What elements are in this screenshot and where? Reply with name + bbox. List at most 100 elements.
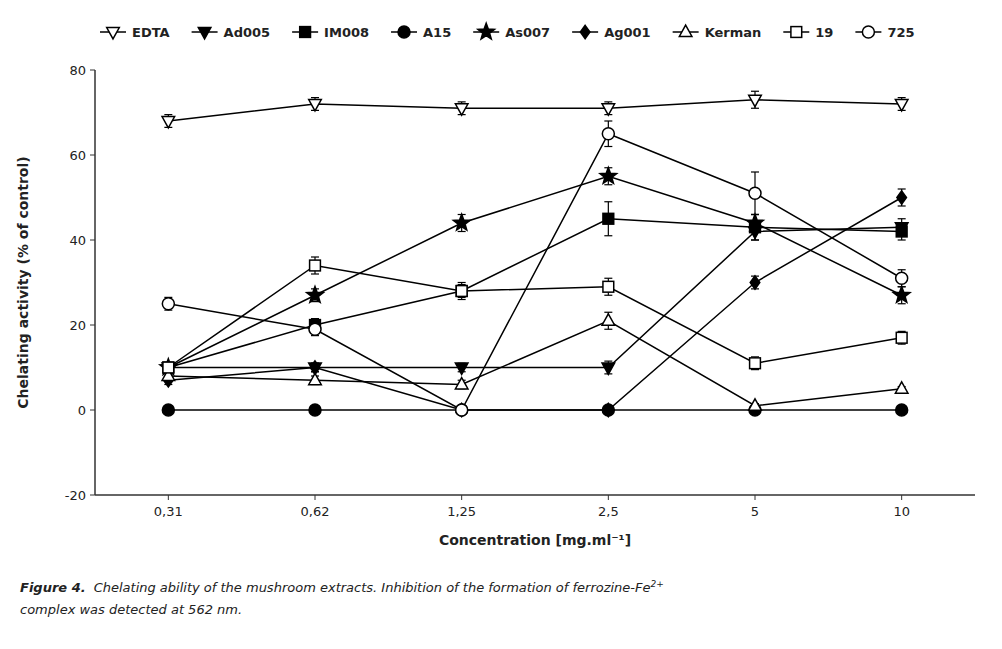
- error-cap: [604, 329, 612, 330]
- series-line: [168, 198, 901, 411]
- y-tick-label: 0: [78, 403, 86, 418]
- x-tick-label: 5: [751, 504, 759, 519]
- error-cap: [604, 295, 612, 296]
- legend-item: EDTA: [100, 25, 170, 40]
- error-cap: [898, 222, 906, 223]
- caption-text: Chelating ability of the mushroom extrac…: [94, 580, 651, 595]
- y-tick: [90, 325, 95, 326]
- series-line: [168, 266, 901, 368]
- legend-label: Ad005: [224, 25, 271, 40]
- error-cap: [898, 269, 906, 270]
- error-cap: [898, 303, 906, 304]
- point: [897, 191, 907, 204]
- error-bar: [898, 189, 906, 206]
- y-tick: [90, 240, 95, 241]
- legend-marker: [679, 25, 692, 36]
- x-tick: [608, 495, 609, 500]
- legend-marker: [862, 26, 874, 38]
- error-cap: [898, 239, 906, 240]
- y-tick: [90, 495, 95, 496]
- point: [747, 214, 764, 230]
- legend-label: As007: [505, 25, 550, 40]
- legend-marker: [478, 23, 495, 39]
- error-cap: [458, 299, 466, 300]
- legend-item: Ag001: [572, 25, 651, 40]
- x-axis-label: Concentration [mg.ml⁻¹]: [439, 532, 631, 548]
- error-cap: [604, 146, 612, 147]
- point: [162, 404, 174, 416]
- legend-marker: [300, 27, 311, 38]
- error-cap: [898, 97, 906, 98]
- error-cap: [604, 278, 612, 279]
- series-line: [168, 321, 901, 406]
- point: [895, 100, 908, 111]
- y-tick: [90, 70, 95, 71]
- caption: Figure 4. Chelating ability of the mushro…: [20, 579, 664, 595]
- legend-item: As007: [473, 23, 550, 39]
- y-tick-label: 60: [69, 148, 86, 163]
- point: [750, 358, 761, 369]
- point: [893, 287, 910, 303]
- point: [309, 323, 321, 335]
- legend-item: Kerman: [673, 25, 762, 40]
- series: [162, 121, 907, 416]
- y-axis-label: Chelating activity (% of control): [15, 156, 31, 408]
- point: [163, 362, 174, 373]
- error-cap: [898, 205, 906, 206]
- x-tick-label: 0,31: [154, 504, 183, 519]
- x-tick-label: 1,25: [447, 504, 476, 519]
- point: [163, 362, 174, 373]
- x-tick-label: 0,62: [301, 504, 330, 519]
- error-cap: [751, 214, 759, 215]
- y-tick-label: -20: [65, 488, 86, 503]
- point: [456, 404, 468, 416]
- point: [162, 298, 174, 310]
- point: [162, 363, 175, 374]
- error-bar: [751, 276, 759, 289]
- legend-item: Ad005: [192, 25, 271, 40]
- point: [602, 363, 615, 374]
- caption: complex was detected at 562 nm.: [20, 602, 242, 617]
- point: [604, 403, 614, 416]
- point: [896, 332, 907, 343]
- legend-label: 725: [887, 25, 914, 40]
- y-axis-line: [94, 70, 96, 495]
- chart: -200204060800,310,621,252,5510Concentrat…: [0, 0, 1002, 649]
- point: [749, 95, 762, 106]
- point: [456, 286, 467, 297]
- error-cap: [751, 231, 759, 232]
- y-tick: [90, 155, 95, 156]
- point: [162, 117, 175, 128]
- point: [309, 100, 322, 111]
- legend-item: 19: [783, 25, 833, 40]
- x-tick: [315, 495, 316, 500]
- point: [896, 226, 907, 237]
- x-tick: [461, 495, 462, 500]
- legend-label: A15: [423, 25, 451, 40]
- y-tick: [90, 410, 95, 411]
- error-cap: [898, 286, 906, 287]
- axes: -200204060800,310,621,252,5510: [65, 63, 975, 520]
- point: [602, 104, 615, 115]
- point: [307, 287, 324, 303]
- point: [896, 404, 908, 416]
- error-cap: [751, 214, 759, 215]
- error-cap: [604, 184, 612, 185]
- legend-marker: [580, 25, 590, 38]
- legend-label: 19: [815, 25, 833, 40]
- error-cap: [164, 114, 172, 115]
- legend-label: Ag001: [604, 25, 651, 40]
- caption-label: Figure 4.: [20, 580, 86, 595]
- x-tick-label: 2,5: [598, 504, 619, 519]
- series: [163, 257, 907, 373]
- background: [0, 0, 1002, 649]
- point: [602, 128, 614, 140]
- legend-marker: [107, 28, 120, 39]
- series: [163, 202, 907, 373]
- error-cap: [751, 239, 759, 240]
- legend-label: EDTA: [132, 25, 170, 40]
- legend-label: Kerman: [705, 25, 762, 40]
- point: [603, 281, 614, 292]
- point: [310, 260, 321, 271]
- point: [603, 213, 614, 224]
